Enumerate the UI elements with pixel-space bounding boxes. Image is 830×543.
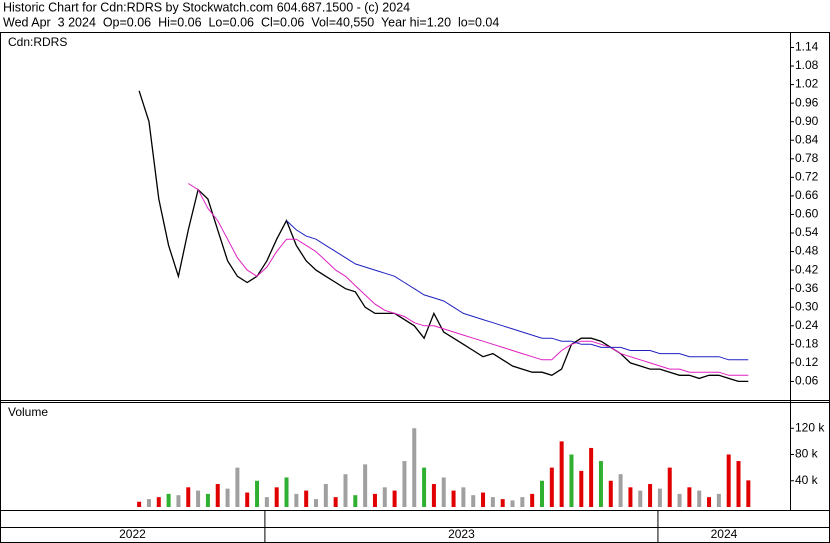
volume-bar: [461, 487, 466, 507]
volume-bar: [235, 467, 240, 507]
volume-bar: [146, 499, 151, 507]
volume-bar: [539, 480, 544, 507]
volume-bar: [186, 487, 191, 507]
x-tick-label: 2022: [119, 527, 146, 541]
volume-bar: [510, 500, 515, 507]
volume-bar: [343, 474, 348, 507]
volume-bar: [530, 493, 535, 507]
volume-label: Volume: [8, 405, 48, 419]
volume-bar: [255, 480, 260, 507]
price-line: [138, 90, 749, 383]
volume-bar: [264, 497, 269, 507]
y-tick-label: 40 k: [795, 473, 819, 487]
header-quote: Wed Apr 3 2024 Op=0.06 Hi=0.06 Lo=0.06 C…: [3, 15, 499, 29]
volume-bar: [245, 492, 250, 507]
y-tick-label: 1.02: [795, 77, 819, 91]
volume-bar: [333, 497, 338, 507]
volume-bar: [736, 461, 741, 507]
volume-bar: [657, 488, 662, 507]
y-tick-label: 0.60: [795, 207, 819, 221]
volume-bar: [294, 493, 299, 507]
volume-bar: [549, 467, 554, 507]
volume-bar: [304, 490, 309, 507]
volume-bar: [215, 484, 220, 507]
y-tick-label: 0.42: [795, 262, 819, 276]
y-tick-label: 0.24: [795, 318, 819, 332]
volume-bar: [166, 493, 171, 507]
y-tick-label: 0.06: [795, 374, 819, 388]
volume-bar: [137, 501, 142, 507]
volume-bar: [500, 499, 505, 507]
volume-bar: [392, 490, 397, 507]
volume-bar: [608, 480, 613, 507]
moving-average: [188, 183, 749, 376]
volume-bar: [284, 477, 289, 507]
volume-bar: [481, 492, 486, 507]
volume-bar: [402, 461, 407, 507]
volume-bar: [314, 499, 318, 507]
volume-bar: [176, 495, 181, 507]
volume-bar: [431, 484, 436, 507]
volume-bar: [205, 493, 210, 507]
volume-bar: [638, 490, 643, 507]
y-tick-label: 0.66: [795, 188, 819, 202]
x-tick-label: 2024: [711, 527, 738, 541]
volume-bar: [628, 487, 633, 507]
y-tick-label: 0.78: [795, 151, 819, 165]
volume-bar: [598, 461, 603, 507]
y-tick-label: 0.12: [795, 355, 819, 369]
volume-bar: [156, 497, 161, 507]
volume-bar: [559, 441, 564, 507]
y-tick-label: 0.30: [795, 299, 819, 313]
volume-bar: [225, 488, 230, 507]
y-tick-label: 0.36: [795, 281, 819, 295]
volume-bar: [707, 497, 712, 507]
volume-bar: [618, 474, 623, 507]
y-tick-label: 80 k: [795, 447, 819, 461]
volume-bar: [382, 487, 387, 507]
volume-bar: [412, 428, 417, 507]
volume-bar: [441, 477, 446, 507]
y-tick-label: 0.96: [795, 95, 819, 109]
volume-bar: [520, 497, 525, 507]
y-tick-label: 0.72: [795, 170, 819, 184]
volume-bar: [490, 497, 495, 507]
y-tick-label: 1.08: [795, 58, 819, 72]
y-tick-label: 1.14: [795, 40, 819, 54]
y-tick-label: 0.18: [795, 337, 819, 351]
volume-bar: [274, 487, 279, 507]
y-tick-label: 0.90: [795, 114, 819, 128]
y-tick-label: 120 k: [795, 420, 825, 434]
volume-bar: [726, 454, 731, 507]
volume-bar: [667, 467, 672, 507]
moving-average: [286, 220, 749, 361]
volume-bar: [196, 490, 201, 507]
volume-bar: [422, 467, 427, 507]
x-tick-label: 2023: [448, 527, 475, 541]
volume-bar: [716, 493, 721, 507]
volume-bar: [471, 495, 476, 507]
volume-bar: [353, 495, 358, 507]
symbol-label: Cdn:RDRS: [8, 35, 67, 49]
volume-bar: [677, 493, 682, 507]
volume-bar: [451, 490, 456, 507]
volume-bar: [569, 454, 574, 507]
volume-bar: [363, 464, 368, 507]
y-tick-label: 0.54: [795, 225, 819, 239]
volume-bar: [589, 447, 594, 507]
volume-bar: [687, 487, 692, 507]
volume-bar: [697, 490, 702, 507]
y-tick-label: 0.84: [795, 132, 819, 146]
volume-bar: [579, 470, 584, 507]
volume-bar: [372, 493, 377, 507]
volume-bar: [746, 480, 751, 507]
volume-bar: [323, 484, 328, 507]
y-tick-label: 0.48: [795, 244, 819, 258]
volume-bar: [648, 484, 653, 507]
header-title: Historic Chart for Cdn:RDRS by Stockwatc…: [3, 0, 410, 14]
